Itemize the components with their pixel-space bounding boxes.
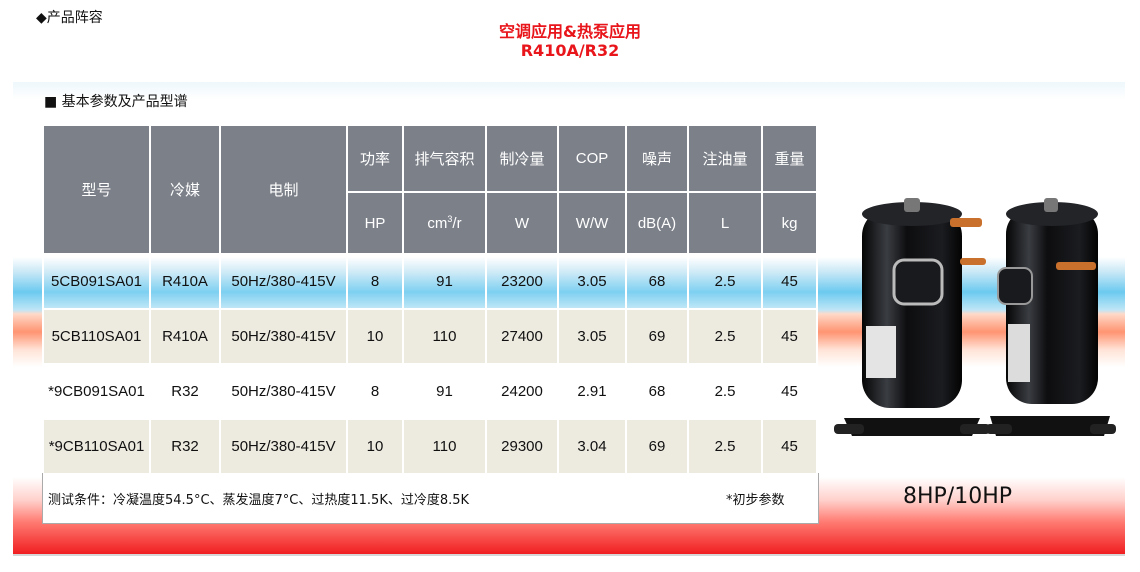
cell-oil: 2.5 — [687, 418, 763, 475]
cell-displacement: 110 — [402, 418, 487, 475]
model-size-label: 8HP/10HP — [903, 484, 1013, 509]
cell-power: 10 — [346, 418, 404, 475]
cell-power: 8 — [346, 253, 404, 310]
test-conditions-box — [42, 473, 819, 524]
cell-weight: 45 — [761, 363, 818, 420]
cell-model: *9CB110SA01 — [42, 418, 151, 475]
test-conditions: 测试条件：冷凝温度54.5°C、蒸发温度7°C、过热度11.5K、过冷度8.5K — [48, 493, 470, 508]
cell-displacement: 91 — [402, 253, 487, 310]
cell-noise: 68 — [625, 363, 689, 420]
cell-cop: 3.05 — [557, 253, 627, 310]
cell-capacity: 24200 — [485, 363, 559, 420]
unit-power: HP — [346, 191, 404, 255]
cell-model: 5CB091SA01 — [42, 253, 151, 310]
cell-power: 8 — [346, 363, 404, 420]
cell-capacity: 29300 — [485, 418, 559, 475]
cell-refrigerant: R32 — [149, 418, 221, 475]
header-electric: 电制 — [219, 124, 348, 255]
table-header-row: 型号 冷媒 电制 功率 排气容积 制冷量 COP 噪声 注油量 重量 — [42, 124, 818, 255]
cell-electric: 50Hz/380-415V — [219, 253, 348, 310]
header-oil: 注油量 — [687, 124, 763, 193]
unit-noise: dB(A) — [625, 191, 689, 255]
cell-displacement: 110 — [402, 308, 487, 365]
cell-refrigerant: R410A — [149, 308, 221, 365]
header-capacity: 制冷量 — [485, 124, 559, 193]
spec-table: 型号 冷媒 电制 功率 排气容积 制冷量 COP 噪声 注油量 重量 HP cm… — [42, 124, 818, 475]
unit-cop: W/W — [557, 191, 627, 255]
table-row: 5CB091SA01 R410A 50Hz/380-415V 8 91 2320… — [42, 253, 818, 310]
cell-displacement: 91 — [402, 363, 487, 420]
header-model: 型号 — [42, 124, 151, 255]
cell-oil: 2.5 — [687, 253, 763, 310]
unit-weight: kg — [761, 191, 818, 255]
cell-model: 5CB110SA01 — [42, 308, 151, 365]
page-subtitle: R410A/R32 — [520, 41, 620, 60]
header-weight: 重量 — [761, 124, 818, 193]
compressor-image-right — [986, 198, 1116, 436]
header-refrigerant: 冷媒 — [149, 124, 221, 255]
page-title: 空调应用&热泵应用 — [499, 22, 641, 41]
cell-refrigerant: R32 — [149, 363, 221, 420]
table-row: 5CB110SA01 R410A 50Hz/380-415V 10 110 27… — [42, 308, 818, 365]
cell-noise: 69 — [625, 308, 689, 365]
compressor-image-left — [834, 198, 990, 436]
unit-capacity: W — [485, 191, 559, 255]
unit-displacement: cm3/r — [402, 191, 487, 255]
cell-capacity: 23200 — [485, 253, 559, 310]
section-heading: ■ 基本参数及产品型谱 — [44, 94, 188, 110]
cell-cop: 3.05 — [557, 308, 627, 365]
cell-electric: 50Hz/380-415V — [219, 418, 348, 475]
cell-oil: 2.5 — [687, 308, 763, 365]
header-cop: COP — [557, 124, 627, 193]
header-noise: 噪声 — [625, 124, 689, 193]
cell-capacity: 27400 — [485, 308, 559, 365]
cell-noise: 68 — [625, 253, 689, 310]
cell-electric: 50Hz/380-415V — [219, 308, 348, 365]
cell-electric: 50Hz/380-415V — [219, 363, 348, 420]
cell-noise: 69 — [625, 418, 689, 475]
table-row: *9CB110SA01 R32 50Hz/380-415V 10 110 293… — [42, 418, 818, 475]
cell-cop: 3.04 — [557, 418, 627, 475]
unit-oil: L — [687, 191, 763, 255]
table-row: *9CB091SA01 R32 50Hz/380-415V 8 91 24200… — [42, 363, 818, 420]
top-label: ◆产品阵容 — [36, 10, 103, 26]
cell-cop: 2.91 — [557, 363, 627, 420]
cell-weight: 45 — [761, 308, 818, 365]
cell-refrigerant: R410A — [149, 253, 221, 310]
cell-weight: 45 — [761, 253, 818, 310]
cell-weight: 45 — [761, 418, 818, 475]
preliminary-note: *初步参数 — [726, 493, 785, 508]
cell-model: *9CB091SA01 — [42, 363, 151, 420]
cell-oil: 2.5 — [687, 363, 763, 420]
cell-power: 10 — [346, 308, 404, 365]
table-unit-row: HP cm3/r W W/W dB(A) L kg — [43, 191, 818, 255]
header-power: 功率 — [346, 124, 404, 193]
header-displacement: 排气容积 — [402, 124, 487, 193]
